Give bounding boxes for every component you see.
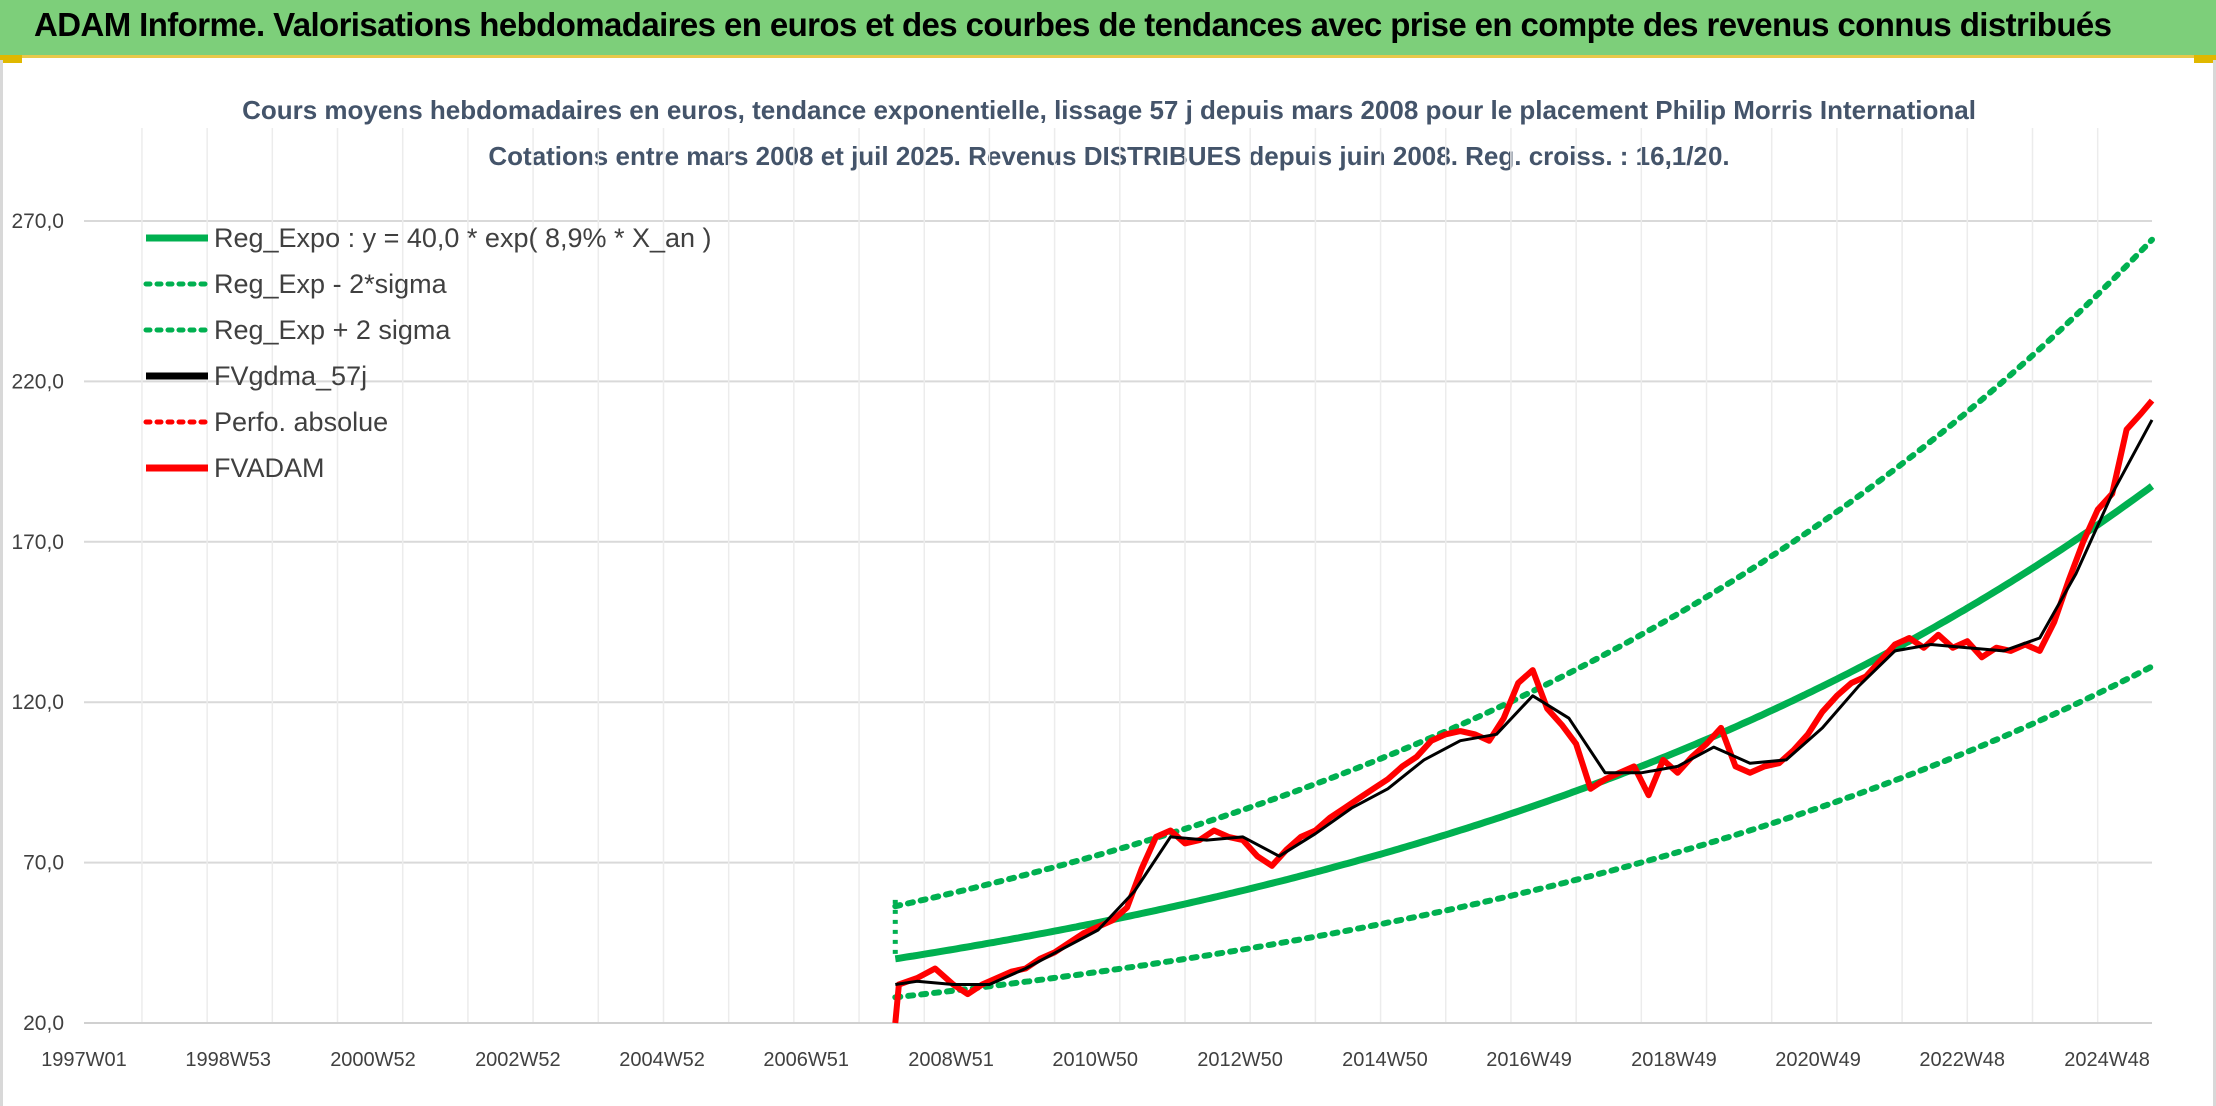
legend-label: Reg_Exp - 2*sigma xyxy=(214,269,448,299)
x-tick-label: 2014W50 xyxy=(1342,1049,1428,1071)
report-title: ADAM Informe. Valorisations hebdomadaire… xyxy=(34,6,2112,43)
chart-title: Cours moyens hebdomadaires en euros, ten… xyxy=(242,95,1976,125)
reg-expo-line xyxy=(894,483,2155,963)
legend-label: FVgdma_57j xyxy=(214,361,367,391)
x-tick-label: 2004W52 xyxy=(619,1049,705,1071)
reg-plus-2sigma-line xyxy=(892,236,2155,910)
report-banner: ADAM Informe. Valorisations hebdomadaire… xyxy=(0,0,2216,58)
y-tick-label: 20,0 xyxy=(23,1012,64,1035)
y-tick-label: 120,0 xyxy=(11,691,64,714)
x-tick-label: 2000W52 xyxy=(330,1049,416,1071)
y-tick-label: 220,0 xyxy=(11,370,64,393)
grid xyxy=(84,128,2152,1024)
x-tick-label: 2016W49 xyxy=(1486,1049,1572,1071)
x-tick-label: 1997W01 xyxy=(41,1049,127,1071)
fvadam-line xyxy=(892,398,2155,1024)
y-tick-label: 70,0 xyxy=(23,852,64,875)
x-tick-label: 2008W51 xyxy=(908,1049,994,1071)
legend-label: Reg_Exp + 2 sigma xyxy=(214,315,451,345)
x-tick-label: 2022W48 xyxy=(1919,1049,2005,1071)
chart-area xyxy=(0,60,2216,1106)
series xyxy=(892,236,2155,1024)
x-tick-label: 1998W53 xyxy=(185,1049,271,1071)
x-tick-label: 2006W51 xyxy=(763,1049,849,1071)
y-tick-label: 270,0 xyxy=(11,210,64,233)
y-tick-label: 170,0 xyxy=(11,531,64,554)
x-tick-label: 2012W50 xyxy=(1197,1049,1283,1071)
corner-marker-right xyxy=(2194,55,2216,63)
x-tick-label: 2020W49 xyxy=(1775,1049,1861,1071)
axes: 20,0 70,0 120,0 170,0 220,0 270,0 1997W01 1998W… xyxy=(11,210,2152,1071)
legend-label: Reg_Expo : y = 40,0 * exp( 8,9% * X_an ) xyxy=(214,223,712,253)
chart-subtitle: Cotations entre mars 2008 et juil 2025. … xyxy=(488,141,1729,171)
legend-label: Perfo. absolue xyxy=(214,407,388,437)
x-tick-label: 2010W50 xyxy=(1052,1049,1138,1071)
x-tick-label: 2024W48 xyxy=(2064,1049,2150,1071)
corner-marker-left xyxy=(0,55,22,63)
reg-minus-2sigma-line xyxy=(892,663,2155,1001)
x-tick-label: 2018W49 xyxy=(1631,1049,1717,1071)
legend-label: FVADAM xyxy=(214,453,325,483)
legend: Reg_Expo : y = 40,0 * exp( 8,9% * X_an )… xyxy=(143,223,712,483)
x-tick-label: 2002W52 xyxy=(475,1049,561,1071)
fvgdma-line xyxy=(895,419,2154,986)
